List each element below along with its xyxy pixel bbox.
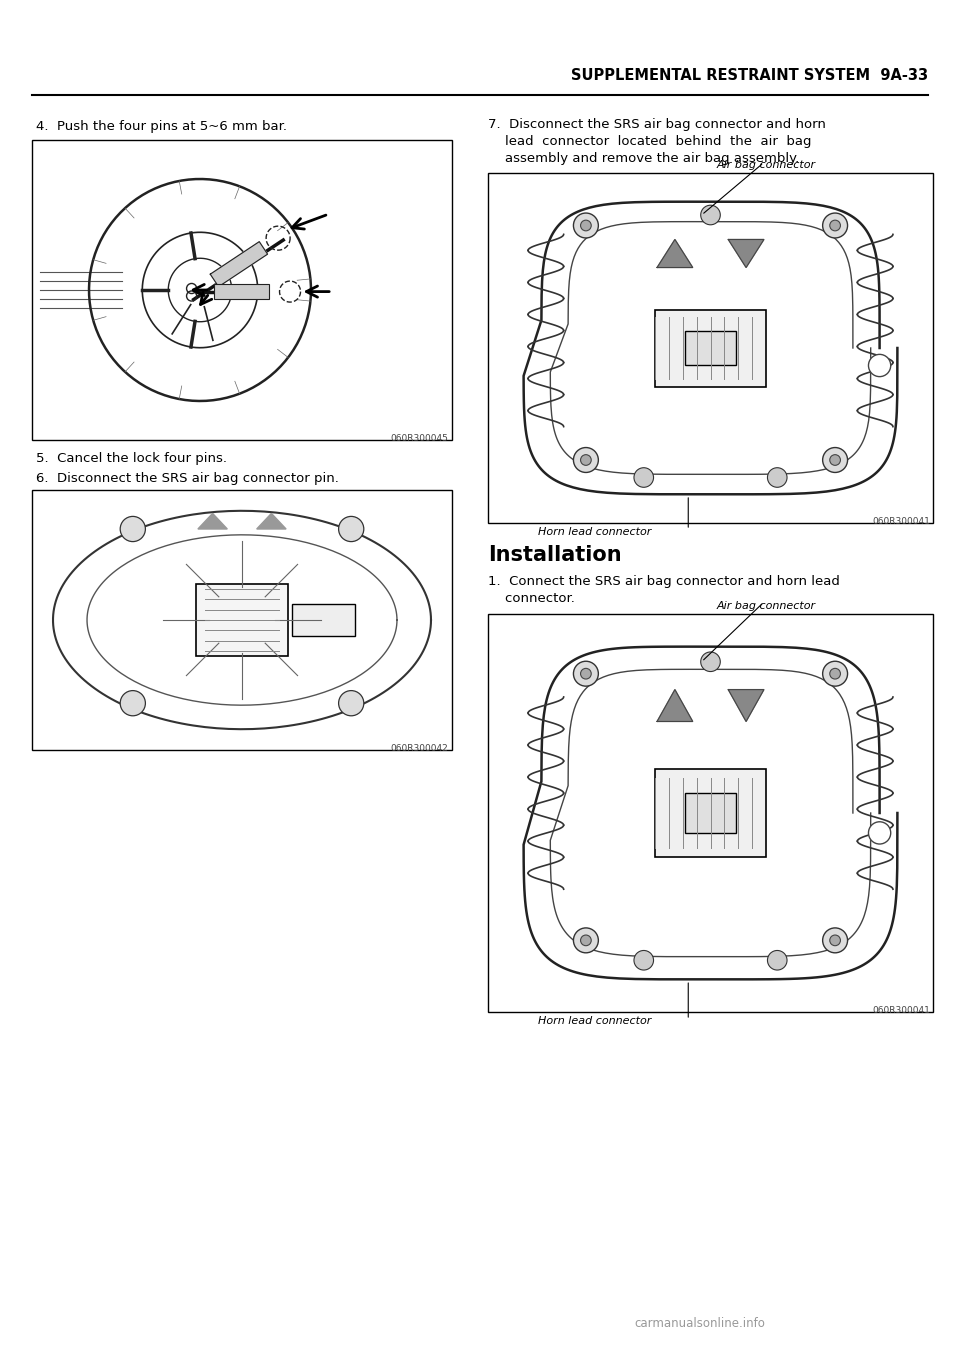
- Text: Installation: Installation: [488, 545, 621, 565]
- Polygon shape: [198, 513, 228, 530]
- Text: 7.  Disconnect the SRS air bag connector and horn: 7. Disconnect the SRS air bag connector …: [488, 118, 826, 130]
- Text: lead  connector  located  behind  the  air  bag: lead connector located behind the air ba…: [488, 134, 811, 148]
- Circle shape: [701, 205, 720, 225]
- Text: Air bag connector: Air bag connector: [716, 160, 816, 170]
- Polygon shape: [256, 513, 286, 530]
- Text: 060R300042: 060R300042: [391, 744, 448, 752]
- Polygon shape: [729, 239, 764, 268]
- Circle shape: [829, 668, 840, 679]
- Circle shape: [823, 448, 848, 473]
- Circle shape: [581, 455, 591, 466]
- Text: 5.  Cancel the lock four pins.: 5. Cancel the lock four pins.: [36, 452, 227, 464]
- Bar: [655, 310, 766, 387]
- Circle shape: [829, 936, 840, 945]
- Text: 6.  Disconnect the SRS air bag connector pin.: 6. Disconnect the SRS air bag connector …: [36, 473, 338, 485]
- Circle shape: [634, 951, 654, 970]
- Polygon shape: [729, 690, 764, 721]
- Circle shape: [823, 661, 848, 686]
- Text: assembly and remove the air bag assembly.: assembly and remove the air bag assembly…: [488, 152, 799, 166]
- Circle shape: [767, 467, 787, 488]
- Circle shape: [869, 354, 891, 376]
- Bar: [32, 490, 452, 750]
- Bar: [488, 172, 933, 523]
- Circle shape: [573, 448, 598, 473]
- Circle shape: [701, 652, 720, 672]
- Circle shape: [823, 928, 848, 953]
- Bar: [685, 793, 735, 832]
- Circle shape: [573, 661, 598, 686]
- Text: SUPPLEMENTAL RESTRAINT SYSTEM  9A-33: SUPPLEMENTAL RESTRAINT SYSTEM 9A-33: [571, 68, 928, 83]
- Bar: [293, 604, 355, 636]
- Circle shape: [581, 936, 591, 945]
- Circle shape: [120, 691, 145, 716]
- Bar: [488, 614, 933, 1012]
- Bar: [196, 584, 288, 656]
- Circle shape: [581, 220, 591, 231]
- Circle shape: [767, 951, 787, 970]
- Text: Air bag connector: Air bag connector: [716, 602, 816, 611]
- Polygon shape: [657, 690, 693, 721]
- Circle shape: [869, 822, 891, 845]
- Circle shape: [339, 691, 364, 716]
- Text: 4.  Push the four pins at 5~6 mm bar.: 4. Push the four pins at 5~6 mm bar.: [36, 120, 286, 133]
- Circle shape: [829, 220, 840, 231]
- Bar: [32, 140, 452, 440]
- Circle shape: [120, 516, 145, 542]
- Polygon shape: [210, 242, 268, 287]
- Bar: [655, 769, 766, 857]
- Bar: [214, 284, 269, 299]
- Bar: [685, 331, 735, 365]
- Circle shape: [829, 455, 840, 466]
- Text: 060R300045: 060R300045: [390, 435, 448, 443]
- Text: 1.  Connect the SRS air bag connector and horn lead: 1. Connect the SRS air bag connector and…: [488, 574, 840, 588]
- Text: carmanualsonline.info: carmanualsonline.info: [635, 1317, 765, 1329]
- Circle shape: [823, 213, 848, 238]
- Text: Horn lead connector: Horn lead connector: [539, 527, 652, 536]
- Circle shape: [339, 516, 364, 542]
- Text: connector.: connector.: [488, 592, 574, 606]
- Text: Horn lead connector: Horn lead connector: [539, 1016, 652, 1027]
- Text: 060R300041: 060R300041: [872, 517, 930, 526]
- Circle shape: [581, 668, 591, 679]
- Text: 060R300041: 060R300041: [872, 1006, 930, 1014]
- Circle shape: [573, 213, 598, 238]
- Polygon shape: [657, 239, 693, 268]
- Circle shape: [573, 928, 598, 953]
- Circle shape: [634, 467, 654, 488]
